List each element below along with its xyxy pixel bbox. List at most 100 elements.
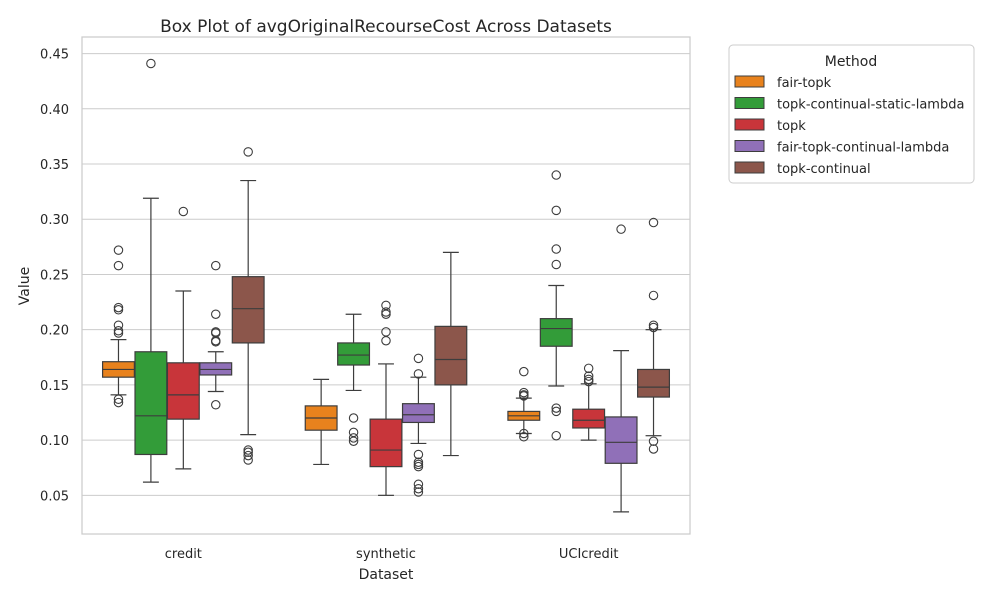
legend-label: topk xyxy=(777,119,806,134)
y-tick-label: 0.45 xyxy=(40,48,69,63)
box-fair-topk-continual-lambda-credit xyxy=(199,260,233,410)
legend: Method fair-topk topk-continual-static-la… xyxy=(728,44,975,184)
box-iqr xyxy=(231,276,265,344)
box-topk-UCIcredit xyxy=(572,363,606,441)
legend-swatch xyxy=(734,161,765,174)
legend-label: topk-continual-static-lambda xyxy=(777,98,964,113)
box-topk-continual-UCIcredit xyxy=(637,217,671,454)
outlier-point xyxy=(648,290,659,301)
x-axis-label: Dataset xyxy=(359,567,414,583)
outlier-point xyxy=(348,436,359,446)
outlier-point xyxy=(551,244,561,254)
box-iqr xyxy=(337,342,371,366)
legend-swatch xyxy=(734,118,765,131)
outlier-point xyxy=(583,371,594,381)
y-axis-label: Value xyxy=(17,267,33,305)
outlier-point xyxy=(413,353,424,364)
box-iqr xyxy=(539,318,573,347)
outlier-point xyxy=(648,322,659,333)
outlier-point xyxy=(519,432,529,442)
outlier-point xyxy=(519,428,529,439)
legend-swatch xyxy=(734,140,765,152)
plot-area xyxy=(101,58,671,513)
box-topk-continual-credit xyxy=(231,147,265,465)
outlier-point xyxy=(648,444,659,454)
outlier-point xyxy=(648,217,659,228)
box-fair-topk-continual-lambda-synthetic xyxy=(401,353,435,497)
box-iqr xyxy=(572,408,606,429)
outlier-point xyxy=(551,406,561,417)
outlier-point xyxy=(413,449,424,460)
outlier-point xyxy=(583,376,594,387)
legend-item: topk xyxy=(734,118,806,134)
outlier-point xyxy=(381,335,391,346)
plot-frame xyxy=(81,36,691,535)
box-fair-topk-UCIcredit xyxy=(507,366,541,442)
outlier-point xyxy=(146,58,156,69)
outlier-point xyxy=(113,328,124,338)
box-iqr xyxy=(369,418,403,468)
outlier-point xyxy=(413,479,424,490)
outlier-point xyxy=(113,320,124,331)
outlier-point xyxy=(113,394,124,405)
y-tick-label: 0.25 xyxy=(40,268,69,283)
outlier-point xyxy=(381,327,391,337)
outlier-point xyxy=(648,436,659,446)
legend-item: fair-topk-continual-lambda xyxy=(734,140,949,156)
outlier-point xyxy=(113,397,124,408)
x-tick-labels: credit synthetic UCIcredit xyxy=(165,547,619,562)
series-fair-topk xyxy=(101,245,541,466)
y-tick-label: 0.40 xyxy=(40,103,69,118)
box-iqr xyxy=(637,368,671,398)
outlier-point xyxy=(243,447,253,458)
legend-label: topk-continual xyxy=(777,162,871,177)
y-tick-label: 0.05 xyxy=(40,489,69,504)
box-iqr xyxy=(134,351,168,456)
legend-swatch xyxy=(734,75,765,88)
outlier-point xyxy=(583,363,594,374)
series-topk-continual xyxy=(231,147,671,465)
x-tick-label: credit xyxy=(165,547,202,562)
box-topk-credit xyxy=(166,206,200,470)
outlier-point xyxy=(178,206,189,217)
outlier-point xyxy=(551,403,561,413)
legend-label: fair-topk-continual-lambda xyxy=(777,141,949,156)
legend-swatch xyxy=(734,97,765,109)
box-iqr xyxy=(434,325,468,386)
y-tick-label: 0.10 xyxy=(40,434,69,449)
box-iqr xyxy=(166,362,200,420)
box-topk-continual-synthetic xyxy=(434,251,468,457)
box-topk-continual-static-lambda-credit xyxy=(134,58,168,483)
outlier-point xyxy=(616,224,626,234)
series-fair-topk-continual-lambda xyxy=(199,224,638,513)
box-topk-continual-static-lambda-UCIcredit xyxy=(539,170,573,441)
legend-item: topk-continual-static-lambda xyxy=(734,97,964,113)
outlier-point xyxy=(519,391,529,401)
outlier-point xyxy=(113,260,124,271)
outlier-point xyxy=(519,366,529,377)
legend-item: fair-topk xyxy=(734,75,832,91)
x-tick-label: UCIcredit xyxy=(559,547,619,562)
outlier-point xyxy=(211,337,221,347)
legend-item: topk-continual xyxy=(734,161,871,177)
y-tick-label: 0.30 xyxy=(40,213,69,228)
legend-title: Method xyxy=(825,54,878,70)
outlier-point xyxy=(348,413,359,423)
outlier-point xyxy=(211,309,221,319)
outlier-point xyxy=(551,205,561,216)
box-topk-synthetic xyxy=(369,300,403,496)
legend-label: fair-topk xyxy=(777,76,832,91)
outlier-point xyxy=(211,260,221,271)
outlier-point xyxy=(113,305,124,315)
y-tick-labels: 0.05 0.10 0.15 0.20 0.25 0.30 0.35 0.40 0.45 xyxy=(40,48,69,505)
chart-title: Box Plot of avgOriginalRecourseCost Acro… xyxy=(160,17,612,37)
outlier-point xyxy=(551,170,561,180)
outlier-point xyxy=(243,450,253,461)
outlier-point xyxy=(413,461,424,472)
y-tick-label: 0.35 xyxy=(40,158,69,173)
series-topk xyxy=(166,206,606,496)
box-fair-topk-synthetic xyxy=(304,378,338,466)
box-iqr xyxy=(604,416,638,464)
